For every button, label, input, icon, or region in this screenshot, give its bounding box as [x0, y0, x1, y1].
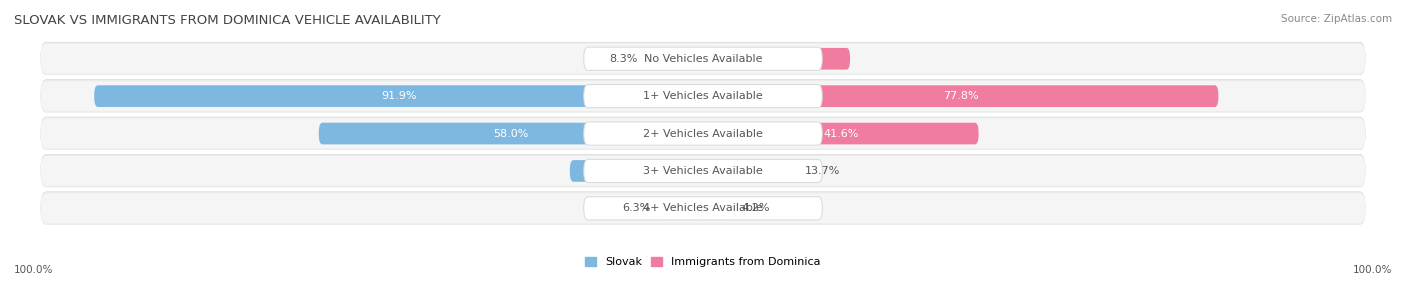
FancyBboxPatch shape [583, 85, 823, 108]
FancyBboxPatch shape [583, 159, 823, 182]
Text: 13.7%: 13.7% [804, 166, 839, 176]
FancyBboxPatch shape [41, 192, 1365, 225]
FancyBboxPatch shape [41, 80, 1365, 113]
FancyBboxPatch shape [41, 42, 1365, 75]
Text: 4.2%: 4.2% [741, 203, 770, 213]
Text: 2+ Vehicles Available: 2+ Vehicles Available [643, 128, 763, 138]
Text: SLOVAK VS IMMIGRANTS FROM DOMINICA VEHICLE AVAILABILITY: SLOVAK VS IMMIGRANTS FROM DOMINICA VEHIC… [14, 14, 441, 27]
Text: 8.3%: 8.3% [609, 54, 637, 64]
FancyBboxPatch shape [661, 198, 703, 219]
FancyBboxPatch shape [41, 117, 1365, 150]
Text: No Vehicles Available: No Vehicles Available [644, 54, 762, 64]
FancyBboxPatch shape [41, 81, 1365, 111]
Legend: Slovak, Immigrants from Dominica: Slovak, Immigrants from Dominica [581, 253, 825, 272]
Text: 6.3%: 6.3% [623, 203, 651, 213]
FancyBboxPatch shape [583, 122, 823, 145]
Text: 20.1%: 20.1% [619, 166, 654, 176]
FancyBboxPatch shape [41, 119, 1365, 148]
FancyBboxPatch shape [319, 123, 703, 144]
FancyBboxPatch shape [569, 160, 703, 182]
Text: 4+ Vehicles Available: 4+ Vehicles Available [643, 203, 763, 213]
FancyBboxPatch shape [94, 85, 703, 107]
FancyBboxPatch shape [41, 193, 1365, 223]
Text: 77.8%: 77.8% [943, 91, 979, 101]
FancyBboxPatch shape [583, 197, 823, 220]
Text: 100.0%: 100.0% [1353, 265, 1392, 275]
Text: 58.0%: 58.0% [494, 128, 529, 138]
FancyBboxPatch shape [41, 79, 1365, 112]
Text: 100.0%: 100.0% [14, 265, 53, 275]
FancyBboxPatch shape [703, 198, 731, 219]
Text: 22.2%: 22.2% [759, 54, 794, 64]
FancyBboxPatch shape [703, 48, 851, 69]
Text: 1+ Vehicles Available: 1+ Vehicles Available [643, 91, 763, 101]
Text: Source: ZipAtlas.com: Source: ZipAtlas.com [1281, 14, 1392, 24]
FancyBboxPatch shape [41, 154, 1365, 187]
FancyBboxPatch shape [41, 44, 1365, 74]
FancyBboxPatch shape [41, 154, 1365, 187]
Text: 41.6%: 41.6% [823, 128, 859, 138]
FancyBboxPatch shape [583, 47, 823, 70]
FancyBboxPatch shape [41, 156, 1365, 186]
FancyBboxPatch shape [41, 117, 1365, 150]
FancyBboxPatch shape [703, 160, 794, 182]
FancyBboxPatch shape [41, 192, 1365, 225]
FancyBboxPatch shape [41, 42, 1365, 75]
FancyBboxPatch shape [703, 123, 979, 144]
Text: 3+ Vehicles Available: 3+ Vehicles Available [643, 166, 763, 176]
FancyBboxPatch shape [703, 85, 1219, 107]
FancyBboxPatch shape [648, 48, 703, 69]
Text: 91.9%: 91.9% [381, 91, 416, 101]
